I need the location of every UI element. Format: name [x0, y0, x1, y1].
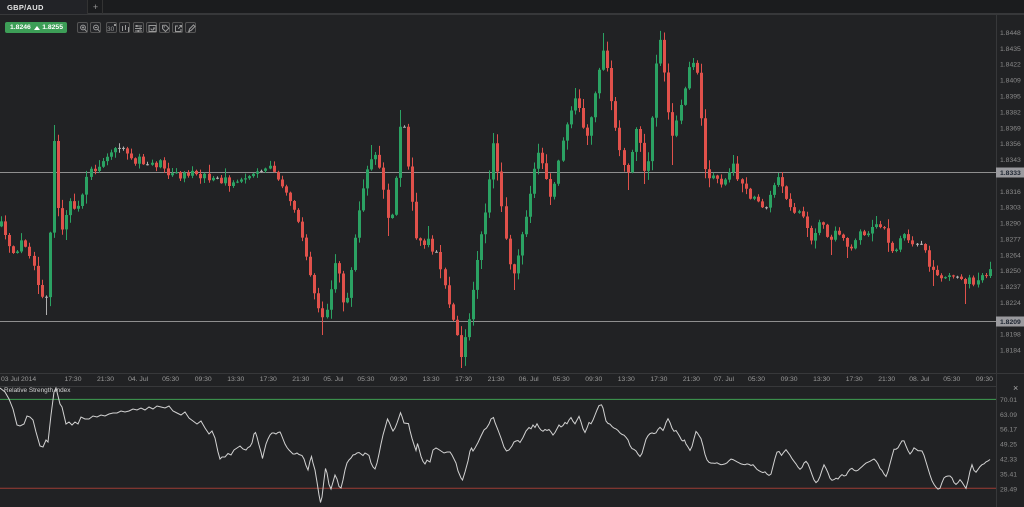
svg-text:17:30: 17:30 — [455, 376, 472, 383]
svg-text:17:30: 17:30 — [650, 376, 667, 383]
svg-text:Relative Strength Index: Relative Strength Index — [4, 387, 71, 394]
svg-text:21:30: 21:30 — [683, 376, 700, 383]
svg-text:09:30: 09:30 — [781, 376, 798, 383]
svg-text:13:30: 13:30 — [813, 376, 830, 383]
svg-text:05:30: 05:30 — [553, 376, 570, 383]
svg-text:09:30: 09:30 — [976, 376, 993, 383]
svg-text:05:30: 05:30 — [943, 376, 960, 383]
svg-text:05. Jul: 05. Jul — [323, 376, 344, 383]
svg-text:70.01: 70.01 — [1000, 397, 1017, 404]
svg-text:17:30: 17:30 — [846, 376, 863, 383]
svg-text:13:30: 13:30 — [422, 376, 439, 383]
svg-text:07. Jul: 07. Jul — [714, 376, 735, 383]
svg-text:09:30: 09:30 — [390, 376, 407, 383]
svg-text:21:30: 21:30 — [488, 376, 505, 383]
svg-text:1.8448: 1.8448 — [1000, 30, 1021, 37]
svg-text:21:30: 21:30 — [97, 376, 114, 383]
svg-text:1.8184: 1.8184 — [1000, 348, 1021, 355]
svg-text:1.8290: 1.8290 — [1000, 221, 1021, 228]
svg-text:21:30: 21:30 — [292, 376, 309, 383]
svg-text:1.8382: 1.8382 — [1000, 109, 1021, 116]
svg-text:42.33: 42.33 — [1000, 457, 1017, 464]
svg-text:03 Jul 2014: 03 Jul 2014 — [1, 376, 36, 383]
svg-text:09:30: 09:30 — [585, 376, 602, 383]
svg-text:1.8237: 1.8237 — [1000, 284, 1021, 291]
svg-text:56.17: 56.17 — [1000, 427, 1017, 434]
svg-text:1.8333: 1.8333 — [1000, 170, 1021, 177]
svg-text:13:30: 13:30 — [618, 376, 635, 383]
svg-text:1.8369: 1.8369 — [1000, 125, 1021, 132]
svg-text:17:30: 17:30 — [260, 376, 277, 383]
svg-text:35.41: 35.41 — [1000, 471, 1017, 478]
svg-text:1.8198: 1.8198 — [1000, 332, 1021, 339]
svg-text:1.8264: 1.8264 — [1000, 252, 1021, 259]
svg-text:05:30: 05:30 — [357, 376, 374, 383]
svg-text:1.8209: 1.8209 — [1000, 319, 1021, 326]
svg-text:05:30: 05:30 — [162, 376, 179, 383]
svg-text:1.8395: 1.8395 — [1000, 94, 1021, 101]
svg-text:63.09: 63.09 — [1000, 412, 1017, 419]
svg-text:28.49: 28.49 — [1000, 486, 1017, 493]
svg-text:1.8224: 1.8224 — [1000, 300, 1021, 307]
svg-text:×: × — [1013, 383, 1018, 393]
svg-text:1.8303: 1.8303 — [1000, 205, 1021, 212]
svg-text:1.8435: 1.8435 — [1000, 46, 1021, 53]
svg-text:21:30: 21:30 — [878, 376, 895, 383]
svg-text:1.8409: 1.8409 — [1000, 78, 1021, 85]
svg-text:1.8422: 1.8422 — [1000, 62, 1021, 69]
svg-text:04. Jul: 04. Jul — [128, 376, 149, 383]
svg-text:1.8356: 1.8356 — [1000, 141, 1021, 148]
svg-text:05:30: 05:30 — [748, 376, 765, 383]
svg-text:1.8316: 1.8316 — [1000, 189, 1021, 196]
svg-text:06. Jul: 06. Jul — [519, 376, 540, 383]
svg-text:1.8277: 1.8277 — [1000, 237, 1021, 244]
svg-text:30: 30 — [107, 26, 115, 33]
svg-text:17:30: 17:30 — [64, 376, 81, 383]
svg-text:09:30: 09:30 — [195, 376, 212, 383]
svg-text:13:30: 13:30 — [227, 376, 244, 383]
svg-text:08. Jul: 08. Jul — [909, 376, 930, 383]
svg-text:49.25: 49.25 — [1000, 442, 1017, 449]
svg-text:1.8250: 1.8250 — [1000, 268, 1021, 275]
svg-text:1.8343: 1.8343 — [1000, 157, 1021, 164]
